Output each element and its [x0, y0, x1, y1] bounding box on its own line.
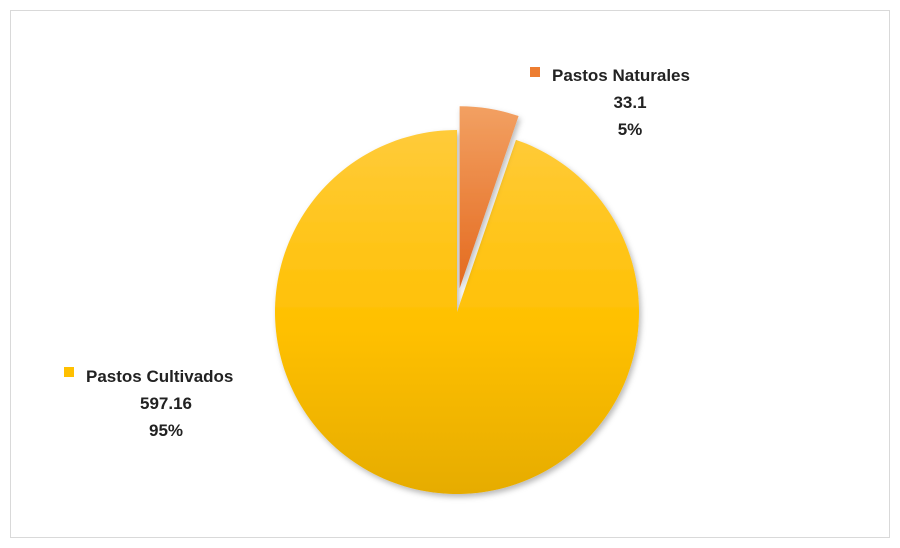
pie-slice-pastos-naturales [459, 106, 519, 289]
slice-label-name-pastos-naturales: Pastos Naturales [552, 66, 690, 85]
pie-slice-pastos-cultivados [274, 129, 639, 494]
legend-swatch-pastos-naturales [530, 67, 540, 77]
slice-label-percent-pastos-naturales: 5% [618, 120, 643, 139]
slice-label-value-pastos-cultivados: 597.16 [140, 394, 192, 413]
slice-label-value-pastos-naturales: 33.1 [613, 93, 646, 112]
slice-label-name-pastos-cultivados: Pastos Cultivados [86, 367, 233, 386]
slice-label-percent-pastos-cultivados: 95% [149, 421, 183, 440]
legend-swatch-pastos-cultivados [64, 367, 74, 377]
